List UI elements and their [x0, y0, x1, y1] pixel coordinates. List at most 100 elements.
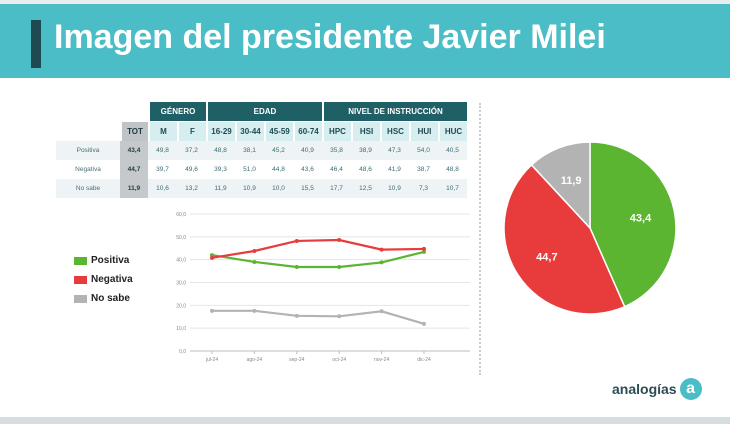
cell-value: 46,4: [330, 166, 343, 173]
data-point: [252, 259, 257, 264]
group-nivel: NIVEL DE INSTRUCCIÓN: [322, 102, 467, 121]
data-point: [337, 238, 342, 243]
data-point: [379, 247, 384, 252]
row-label: No sabe: [56, 179, 120, 198]
legend-label: No sabe: [91, 293, 130, 304]
cell-value: 49,6: [185, 166, 198, 173]
cell-value: 17,7: [322, 179, 351, 198]
page-title: Imagen del presidente Javier Milei: [54, 18, 606, 56]
cell-value: 10,9: [380, 179, 409, 198]
cell-value: 44,8: [272, 166, 285, 173]
chart-legend: Positiva Negativa No sabe: [74, 251, 133, 308]
col-header: HUI: [409, 121, 438, 141]
y-tick-label: 30,0: [176, 281, 186, 287]
group-genero: GÉNERO: [148, 102, 206, 121]
col-header: HSC: [380, 121, 409, 141]
line-chart: 0,0 10,0 20,0 30,0 40,0 50,0 60,0 jul-24 ago-24 s…: [160, 208, 480, 373]
data-point: [294, 264, 299, 269]
title-banner: Imagen del presidente Javier Milei: [0, 4, 730, 78]
col-header: F: [177, 121, 206, 141]
cell-value: 43,6: [301, 166, 314, 173]
data-point: [337, 314, 342, 319]
pie-slice: [589, 141, 677, 308]
cell-value: 41,9: [388, 166, 401, 173]
col-header: HUC: [438, 121, 467, 141]
cell-value: 11,9: [206, 179, 235, 198]
y-tick-label: 10,0: [176, 326, 186, 332]
pie-chart: 43,4 44,7 11,9: [500, 138, 680, 318]
y-tick-label: 20,0: [176, 303, 186, 309]
legend-item-nosabe: No sabe: [74, 289, 133, 308]
series-line: [211, 250, 425, 269]
cell-value: 37,2: [177, 141, 206, 160]
results-table: GÉNERO EDAD NIVEL DE INSTRUCCIÓN TOT M F…: [56, 102, 467, 198]
data-point: [422, 321, 426, 326]
cell-value: 48,6: [359, 166, 372, 173]
section-divider: [479, 103, 481, 375]
cell-value: 45,2: [264, 141, 293, 160]
x-tick-label: jul-24: [205, 357, 218, 363]
y-tick-label: 50,0: [176, 235, 186, 241]
cell-value: 10,6: [148, 179, 177, 198]
cell-value: 13,2: [177, 179, 206, 198]
data-point: [422, 249, 426, 254]
pie-slice-label: 11,9: [561, 175, 582, 187]
bottom-strip: [0, 417, 730, 424]
group-edad: EDAD: [206, 102, 322, 121]
legend-label: Negativa: [91, 274, 133, 285]
cell-value: 7,3: [409, 179, 438, 198]
data-point: [294, 238, 299, 243]
col-header: HPC: [322, 121, 351, 141]
cell-value: 44,7: [120, 160, 148, 179]
cell-value: 39,3: [214, 166, 227, 173]
table-group-row: GÉNERO EDAD NIVEL DE INSTRUCCIÓN: [56, 102, 467, 121]
cell-value: 38,7: [417, 166, 430, 173]
cell-value: 47,3: [380, 141, 409, 160]
legend-swatch-positiva: [74, 256, 87, 265]
row-label: Positiva: [56, 141, 120, 160]
data-point: [422, 246, 426, 251]
cell-value: 39,7: [156, 166, 169, 173]
cell-value: 51,0: [243, 166, 256, 173]
pie-slice: [503, 163, 626, 315]
table-row: Negativa 44,7 39,7 49,6 39,3 51,0 44,8 4…: [56, 160, 467, 179]
legend-label: Positiva: [91, 255, 130, 266]
data-point: [210, 255, 214, 260]
cell-value: 40,9: [293, 141, 322, 160]
data-point: [337, 264, 342, 269]
cell-value: 38,9: [351, 141, 380, 160]
table-row: No sabe 11,9 10,6 13,2 11,9 10,9 10,0 15…: [56, 179, 467, 198]
cell-value: 43,4: [120, 141, 148, 160]
col-header: 60-74: [293, 121, 322, 141]
y-tick-label: 60,0: [176, 212, 186, 218]
legend-item-positiva: Positiva: [74, 251, 133, 270]
brand-logo: analogías a: [612, 378, 702, 400]
cell-value: 35,8: [322, 141, 351, 160]
line-chart-svg: 0,0 10,0 20,0 30,0 40,0 50,0 60,0 jul-24 ago-24 s…: [176, 212, 470, 363]
data-point: [379, 260, 384, 265]
col-header: 30-44: [235, 121, 264, 141]
data-point: [252, 248, 257, 253]
x-tick-label: sep-24: [289, 357, 305, 363]
top-strip: [0, 0, 730, 4]
col-header: M: [148, 121, 177, 141]
x-tick-label: nov-24: [374, 357, 390, 363]
series-line: [211, 238, 425, 259]
cell-value: 11,9: [120, 179, 148, 198]
cell-value: 48,8: [446, 166, 459, 173]
cell-value: 15,5: [293, 179, 322, 198]
legend-swatch-nosabe: [74, 294, 87, 303]
data-point: [252, 308, 257, 313]
legend-swatch-negativa: [74, 275, 87, 284]
logo-text: analogías: [612, 381, 677, 397]
cell-value: 10,0: [264, 179, 293, 198]
legend-item-negativa: Negativa: [74, 270, 133, 289]
logo-mark-icon: a: [679, 378, 702, 400]
pie-chart-svg: 43,4 44,7 11,9: [503, 141, 677, 315]
data-point: [294, 313, 299, 318]
x-tick-label: dic-24: [417, 357, 431, 363]
pie-slice-label: 43,4: [630, 212, 652, 224]
cell-value: 54,0: [409, 141, 438, 160]
title-accent-bar: [31, 20, 41, 68]
col-header: 45-59: [264, 121, 293, 141]
